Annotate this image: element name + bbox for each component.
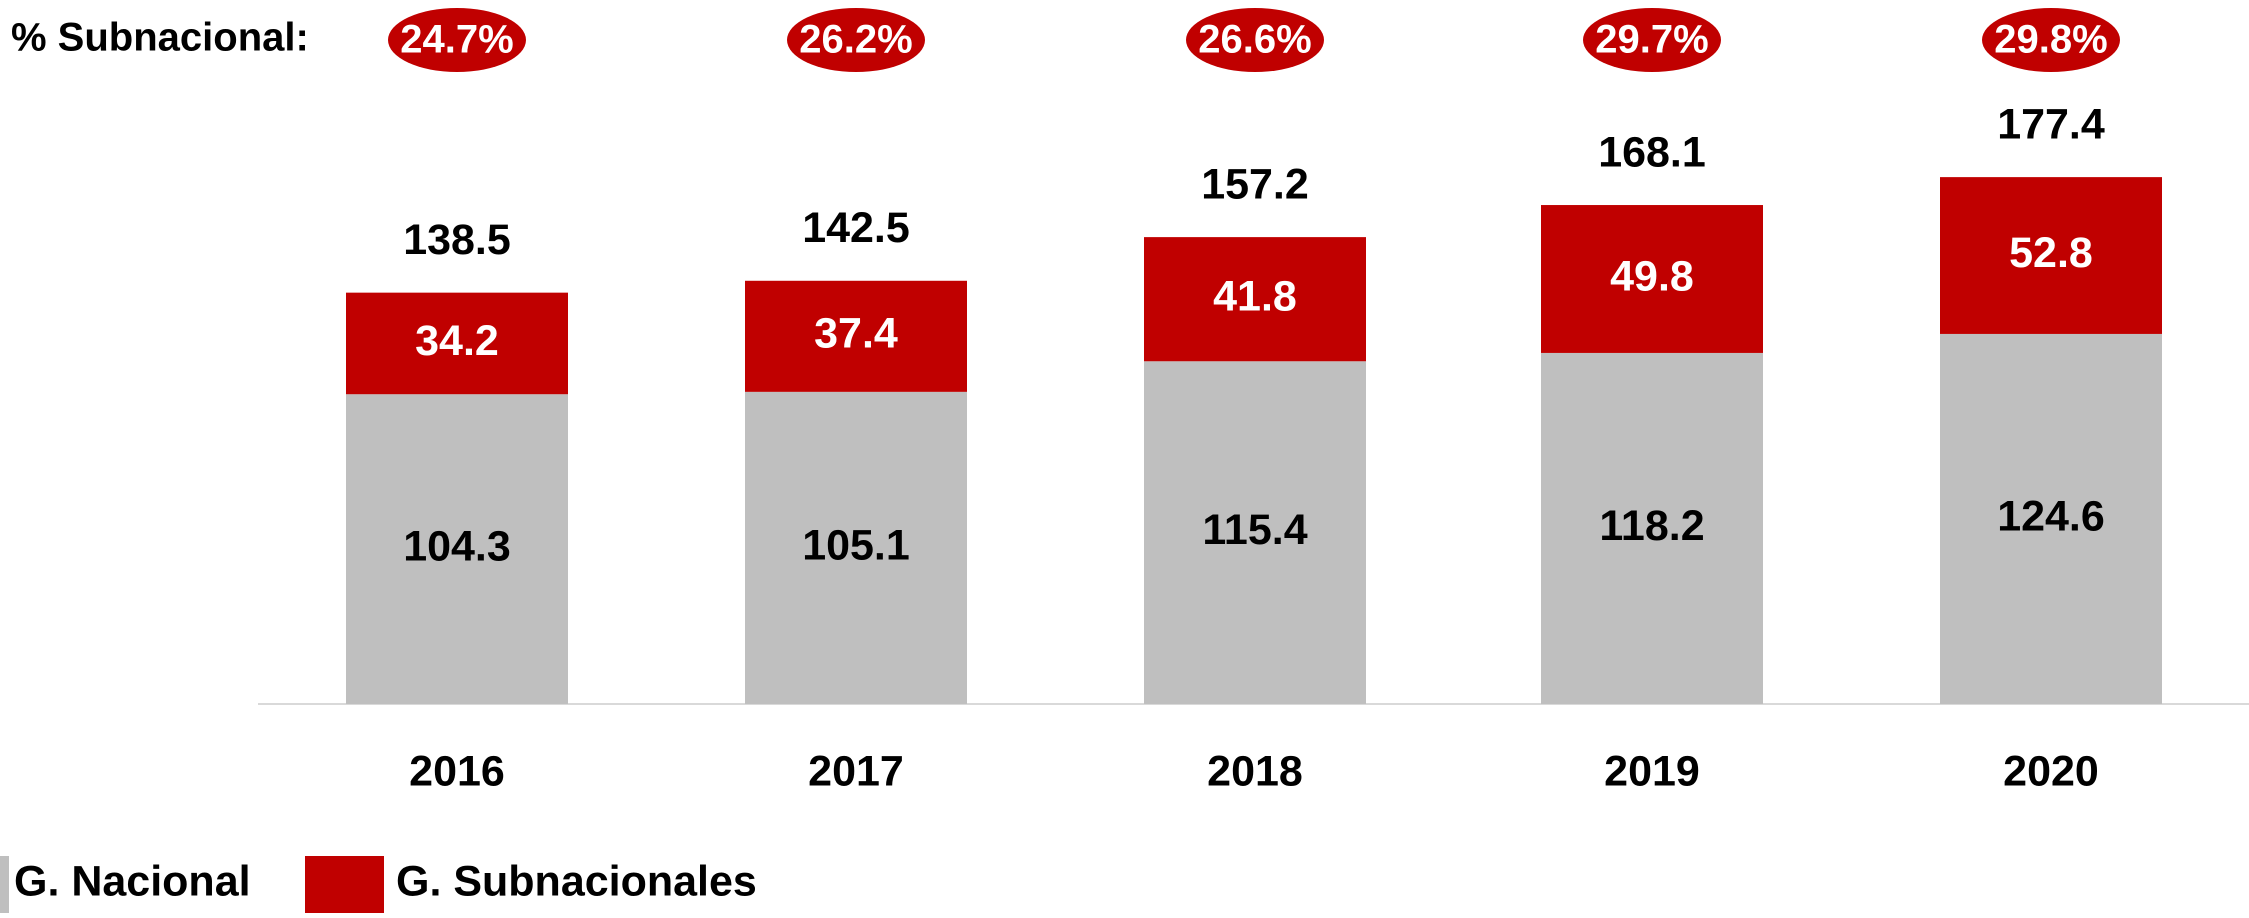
bar-segment [745,391,967,704]
total-label: 142.5 [802,204,910,252]
share-badge [1583,8,1721,72]
share-value: 24.7% [400,18,513,62]
segment-label: 41.8 [1213,273,1297,321]
share-value: 26.6% [1198,18,1311,62]
x-tick-label: 2017 [808,747,904,795]
share-badge [388,8,526,72]
segment-label: 34.2 [415,317,499,365]
segment-label: 52.8 [2009,229,2093,277]
legend-swatch [0,856,9,913]
total-label: 168.1 [1598,128,1706,176]
segment-label: 49.8 [1610,252,1694,300]
segment-label: 37.4 [814,310,898,358]
share-value: 29.7% [1595,18,1708,62]
bar-segment [1541,205,1763,353]
share-badge [1186,8,1324,72]
x-tick-label: 2016 [409,747,505,795]
bar-segment [745,280,967,392]
bar-segment [1541,352,1763,704]
x-tick-label: 2020 [2003,747,2099,795]
legend-label: G. Subnacionales [396,857,757,905]
segment-label: 115.4 [1202,506,1307,554]
x-tick-label: 2018 [1207,747,1303,795]
segment-label: 118.2 [1599,502,1704,550]
bar-segment [1940,333,2162,704]
total-label: 157.2 [1201,160,1309,208]
legend-label: G. Nacional [14,857,251,905]
segment-label: 124.6 [1997,492,2105,540]
share-value: 29.8% [1994,18,2107,62]
share-badge [1982,8,2120,72]
bar-segment [1940,177,2162,334]
total-label: 177.4 [1997,100,2105,148]
bar-segment [346,394,568,704]
total-label: 138.5 [403,216,511,264]
bar-segment [346,292,568,395]
share-value: 26.2% [799,18,912,62]
legend-swatch [305,856,384,913]
segment-label: 105.1 [802,521,910,569]
share-label: % Subnacional: [11,16,309,60]
x-tick-label: 2019 [1604,747,1700,795]
bar-segment [1144,361,1366,704]
share-badge [787,8,925,72]
bar-segment [1144,237,1366,362]
segment-label: 104.3 [403,522,511,570]
